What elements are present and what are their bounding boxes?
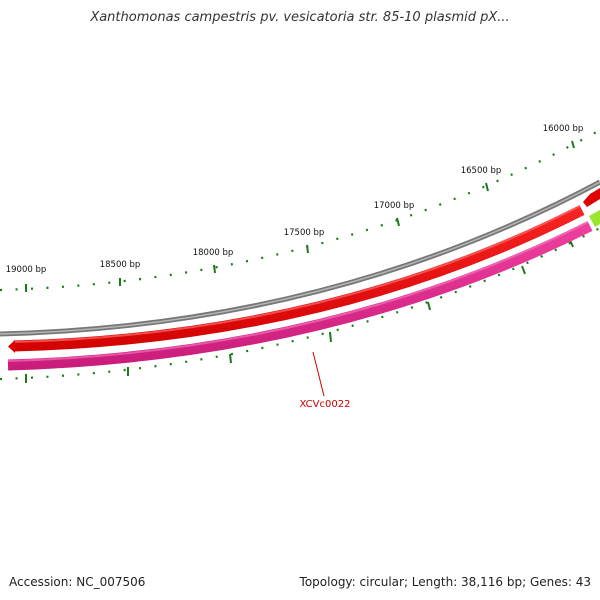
ruler-label-17500: 17500 bp <box>284 228 325 238</box>
accession-text: Accession: NC_007506 <box>9 575 146 589</box>
major-tick <box>485 182 489 192</box>
major-tick <box>213 264 216 274</box>
major-tick <box>571 140 575 149</box>
ruler-label-19000: 19000 bp <box>6 265 47 275</box>
ruler-label-16500: 16500 bp <box>461 166 502 176</box>
ruler-label-18000: 18000 bp <box>193 248 234 258</box>
gene-callout-line <box>312 351 325 397</box>
plasmid-backbone <box>0 179 600 337</box>
major-tick <box>229 353 232 364</box>
map-title: Xanthomonas campestris pv. vesicatoria s… <box>90 10 510 25</box>
forward-strand-gene[interactable] <box>8 205 585 353</box>
major-tick <box>521 265 526 275</box>
outer-ruler-major-ticks <box>25 140 575 292</box>
major-tick <box>396 217 400 227</box>
ruler-label-18500: 18500 bp <box>100 260 141 270</box>
ruler-label-16000: 16000 bp <box>543 124 584 134</box>
major-tick <box>306 244 309 254</box>
inner-ruler <box>0 227 600 383</box>
outer-ruler <box>0 129 600 292</box>
other-gene-green[interactable] <box>589 210 600 227</box>
major-tick <box>329 331 332 343</box>
inner-ruler-major-ticks <box>25 239 574 383</box>
topology-summary-text: Topology: circular; Length: 38,116 bp; G… <box>299 575 591 589</box>
major-tick <box>427 301 431 311</box>
forward-strand-gene-next[interactable] <box>583 188 600 207</box>
ruler-label-17000: 17000 bp <box>374 201 415 211</box>
gene-label-xcvc0022[interactable]: XCVc0022 <box>300 399 351 410</box>
reverse-strand-gene-xcvc0022[interactable] <box>7 221 593 371</box>
